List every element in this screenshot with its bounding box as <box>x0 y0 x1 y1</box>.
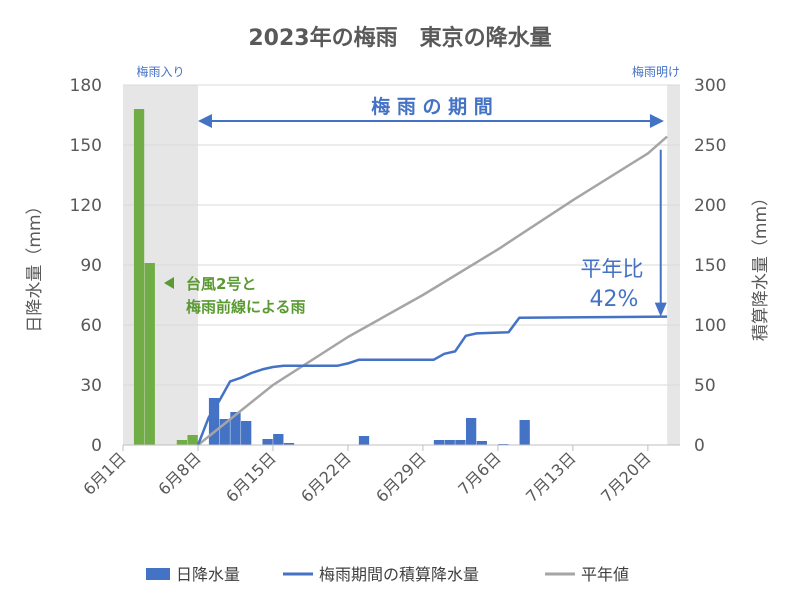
ratio-label-line2: 42% <box>590 287 639 312</box>
shaded-region-label: 梅雨明け <box>632 64 680 79</box>
daily-rain-bar <box>241 421 252 445</box>
daily-rain-bar <box>476 441 487 445</box>
daily-rain-bar <box>219 419 230 445</box>
legend: 日降水量 梅雨期間の積算降水量 平年値 <box>146 565 629 584</box>
y-tick-left: 30 <box>80 376 102 396</box>
period-label: 梅 雨 の 期 間 <box>371 95 492 118</box>
typhoon-rain-bar <box>133 109 145 445</box>
cumulative-line <box>196 315 668 446</box>
legend-daily-label: 日降水量 <box>176 565 240 584</box>
daily-rain-bar <box>273 434 284 445</box>
y-tick-left: 60 <box>80 316 102 336</box>
typhoon-rain-bar <box>144 263 155 445</box>
typhoon-rain-bar <box>187 435 198 445</box>
normal-line <box>197 135 668 446</box>
y-tick-right: 200 <box>694 196 726 216</box>
daily-rain-bar <box>358 436 370 445</box>
typhoon-pointer <box>164 277 174 289</box>
daily-rain-bar <box>283 443 295 445</box>
y-tick-left: 150 <box>70 136 102 156</box>
typhoon-rain-bar <box>176 440 188 445</box>
daily-rain-bar <box>444 440 455 445</box>
daily-bars <box>133 109 530 445</box>
y-tick-right: 0 <box>694 436 705 456</box>
y-tick-left: 180 <box>70 76 102 96</box>
y-tick-left: 120 <box>70 196 102 216</box>
x-tick-label: 6月1日 <box>79 448 129 498</box>
y-axis-right-label: 積算降水量（mm） <box>751 189 771 341</box>
series-lines <box>196 135 668 446</box>
daily-rain-bar <box>208 398 220 445</box>
x-tick-label: 6月15日 <box>222 448 280 506</box>
y-tick-right: 100 <box>694 316 726 336</box>
legend-daily-swatch <box>146 568 170 580</box>
daily-rain-bar <box>465 418 477 445</box>
typhoon-label-line2: 梅雨前線による雨 <box>186 298 306 316</box>
daily-rain-bar <box>455 440 466 445</box>
annotations <box>164 114 667 317</box>
shaded-region-label: 梅雨入り <box>136 64 184 79</box>
y-axis-left-label: 日降水量（mm） <box>25 197 45 332</box>
ratio-label-line1: 平年比 <box>581 257 644 281</box>
period-arrow-right-head <box>649 114 664 128</box>
y-tick-right: 50 <box>694 376 716 396</box>
x-tick-label: 7月13日 <box>522 448 580 506</box>
legend-normal-label: 平年値 <box>581 565 629 584</box>
chart-title: 2023年の梅雨 東京の降水量 <box>248 25 551 51</box>
daily-rain-bar <box>262 439 273 445</box>
typhoon-label-line1: 台風2号と <box>186 275 256 293</box>
x-tick-label: 6月29日 <box>372 448 430 506</box>
x-tick-label: 6月22日 <box>297 448 355 506</box>
x-tick-label: 7月6日 <box>454 448 504 498</box>
y-tick-right: 300 <box>694 76 726 96</box>
x-tick-label: 6月8日 <box>154 448 204 498</box>
daily-rain-bar <box>433 440 445 445</box>
y-tick-left: 0 <box>91 436 102 456</box>
y-tick-right: 250 <box>694 136 726 156</box>
legend-cumulative-label: 梅雨期間の積算降水量 <box>319 565 479 584</box>
y-tick-right: 150 <box>694 256 726 276</box>
y-tick-left: 90 <box>80 256 102 276</box>
daily-rain-bar <box>519 420 530 445</box>
period-arrow-left-head <box>197 114 212 128</box>
ratio-arrow-head <box>654 302 667 317</box>
daily-rain-bar <box>230 412 241 445</box>
x-tick-label: 7月20日 <box>597 448 655 506</box>
